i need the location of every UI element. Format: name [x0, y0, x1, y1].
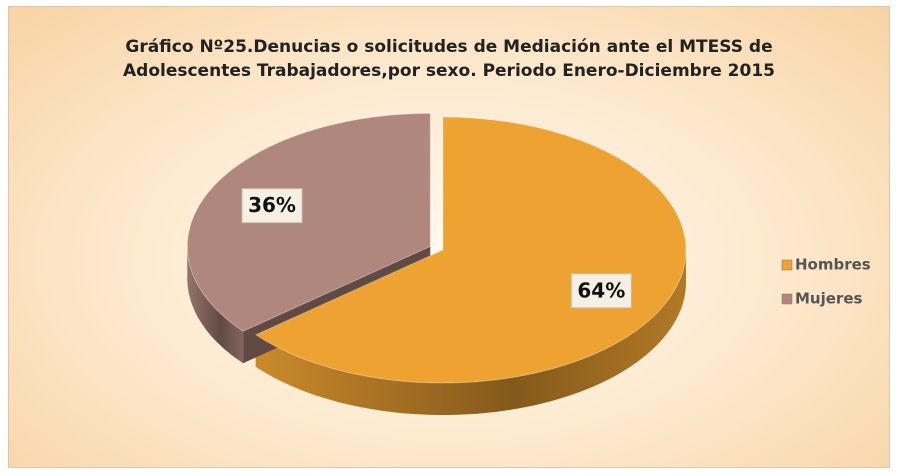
legend-swatch — [781, 259, 793, 271]
value-label-box — [570, 273, 632, 309]
slice — [254, 116, 687, 384]
legend-swatch — [781, 293, 793, 305]
value-label: 64% — [577, 278, 625, 302]
value-label: 36% — [248, 193, 296, 217]
slice — [186, 112, 431, 332]
legend-label: Mujeres — [795, 290, 862, 308]
legend-label: Hombres — [795, 256, 871, 274]
slice-side-shade — [255, 250, 687, 415]
chart-title: Gráfico Nº25.Denucias o solicitudes de M… — [123, 37, 775, 81]
value-label-box — [241, 188, 303, 224]
slice-side-shade — [187, 246, 244, 364]
